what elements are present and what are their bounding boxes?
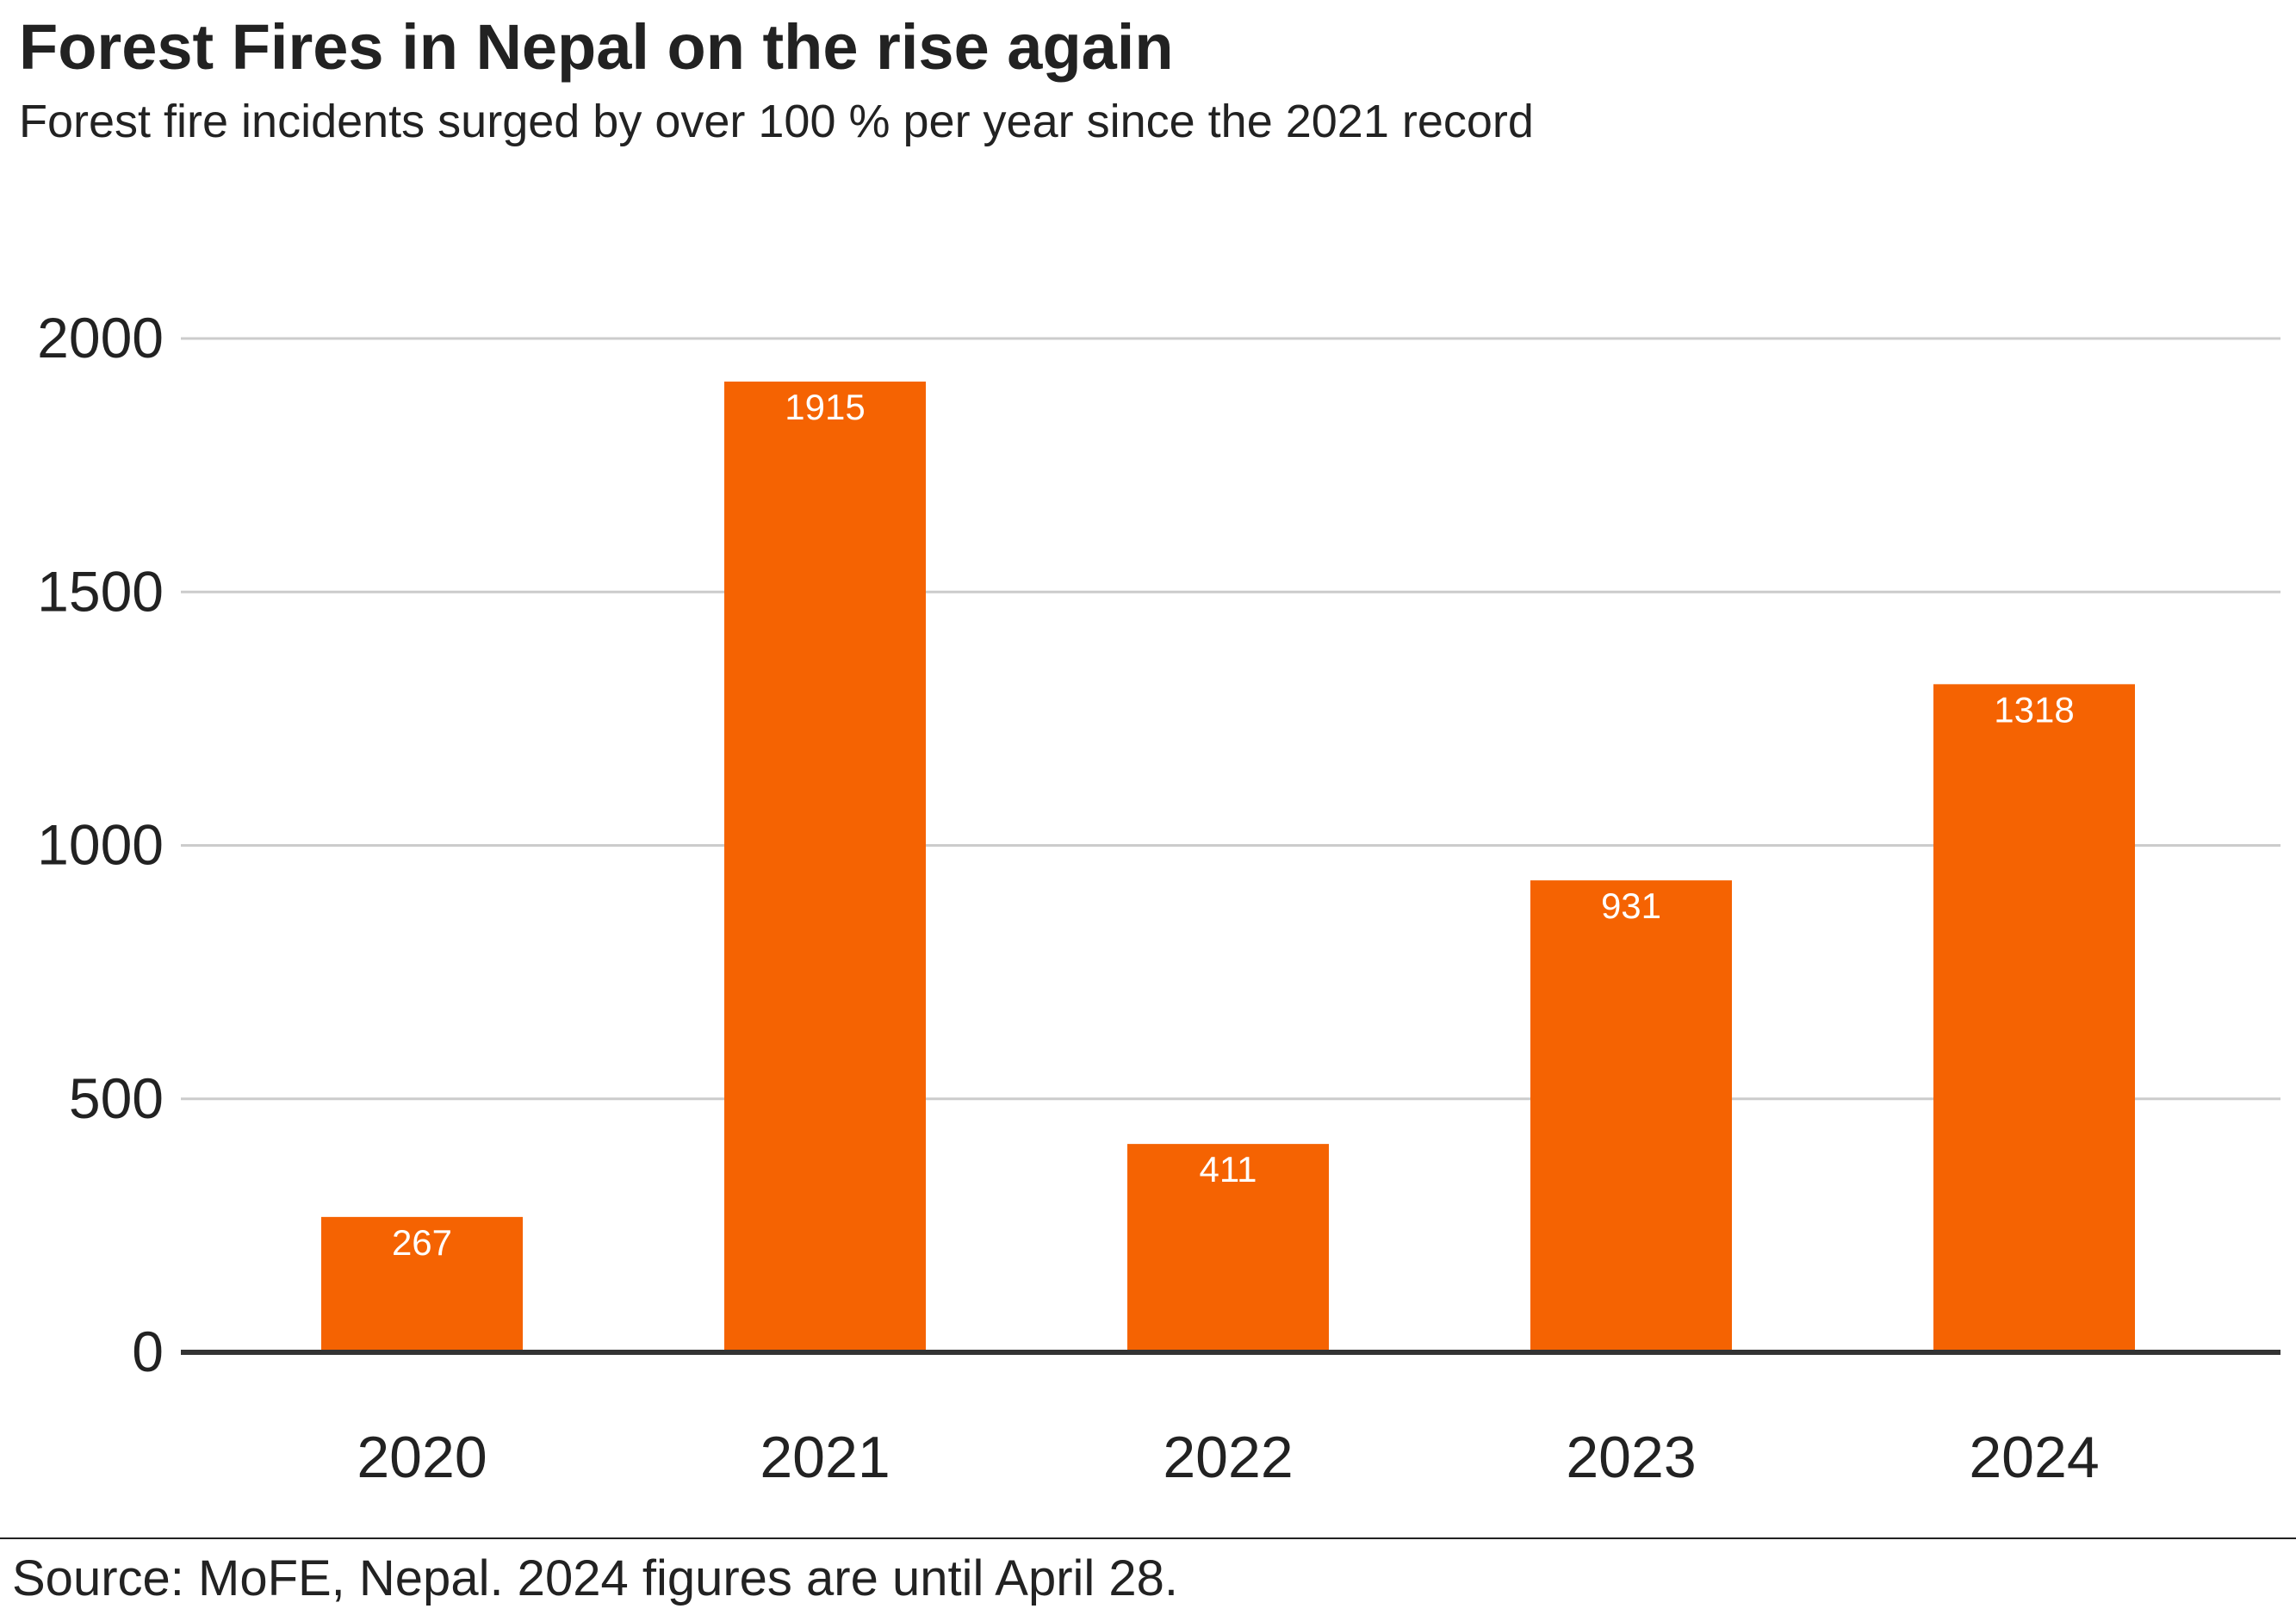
bar (724, 382, 926, 1353)
bar (1530, 880, 1732, 1352)
y-tick-label: 500 (69, 1066, 164, 1130)
bars (321, 382, 2135, 1353)
bar-value-label: 1318 (1994, 689, 2074, 730)
x-tick-label: 2022 (1163, 1425, 1293, 1490)
y-axis-ticks: 0 500 1000 1500 2000 (37, 306, 164, 1383)
x-tick-label: 2023 (1566, 1425, 1696, 1490)
bar-value-label: 1915 (785, 387, 865, 427)
chart-subtitle: Forest fire incidents surged by over 100… (19, 96, 1534, 147)
x-tick-label: 2021 (760, 1425, 890, 1490)
bar (321, 1216, 523, 1352)
bar-value-label: 931 (1601, 885, 1661, 926)
bar (1933, 684, 2135, 1352)
bar-value-label: 411 (1200, 1149, 1257, 1190)
y-tick-label: 0 (132, 1320, 164, 1383)
y-tick-label: 1000 (37, 813, 164, 877)
gridlines (181, 337, 2280, 1101)
chart-title: Forest Fires in Nepal on the rise again (19, 11, 1174, 83)
footer-divider (0, 1537, 2296, 1539)
bar (1127, 1144, 1329, 1352)
source-note: Source: MoFE, Nepal. 2024 figures are un… (12, 1550, 1179, 1606)
y-tick-label: 2000 (37, 306, 164, 370)
x-axis-ticks: 2020 2021 2022 2023 2024 (357, 1425, 2099, 1490)
x-tick-label: 2024 (1969, 1425, 2099, 1490)
x-tick-label: 2020 (357, 1425, 487, 1490)
bar-value-label: 267 (392, 1222, 452, 1263)
bar-value-labels: 267 1915 411 931 1318 (392, 387, 2075, 1263)
y-tick-label: 1500 (37, 559, 164, 623)
